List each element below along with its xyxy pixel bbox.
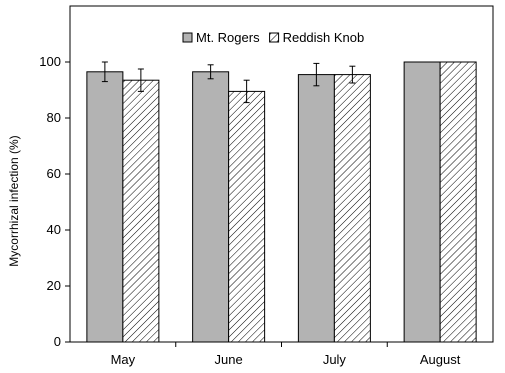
x-tick-label: July — [323, 352, 347, 367]
bar-mt-rogers — [192, 71, 230, 343]
axes: 0 20 40 60 80 100 May June July August — [39, 54, 460, 367]
y-tick-label: 80 — [47, 110, 61, 125]
y-tick-label: 20 — [47, 278, 61, 293]
bar-reddish-knob — [439, 61, 477, 343]
x-tick-label: May — [111, 352, 136, 367]
y-tick-label: 100 — [39, 54, 61, 69]
y-tick-label: 40 — [47, 222, 61, 237]
bar-reddish-knob — [122, 79, 160, 343]
legend: Mt. Rogers Reddish Knob — [182, 30, 365, 45]
x-tick-label: June — [215, 352, 243, 367]
x-tick-label: August — [420, 352, 461, 367]
legend-swatch — [269, 32, 280, 43]
error-bars — [101, 61, 356, 104]
bar-reddish-knob — [228, 90, 266, 343]
bar-mt-rogers — [297, 74, 335, 343]
bars — [86, 61, 477, 343]
y-tick-label: 60 — [47, 166, 61, 181]
legend-swatch — [182, 32, 193, 43]
y-tick-label: 0 — [54, 334, 61, 349]
y-axis-label: Mycorrhizal infection (%) — [7, 135, 21, 266]
legend-label: Reddish Knob — [283, 30, 365, 45]
bar-reddish-knob — [333, 74, 371, 343]
legend-label: Mt. Rogers — [196, 30, 260, 45]
bar-mt-rogers — [86, 71, 124, 343]
bar-mt-rogers — [403, 61, 441, 343]
